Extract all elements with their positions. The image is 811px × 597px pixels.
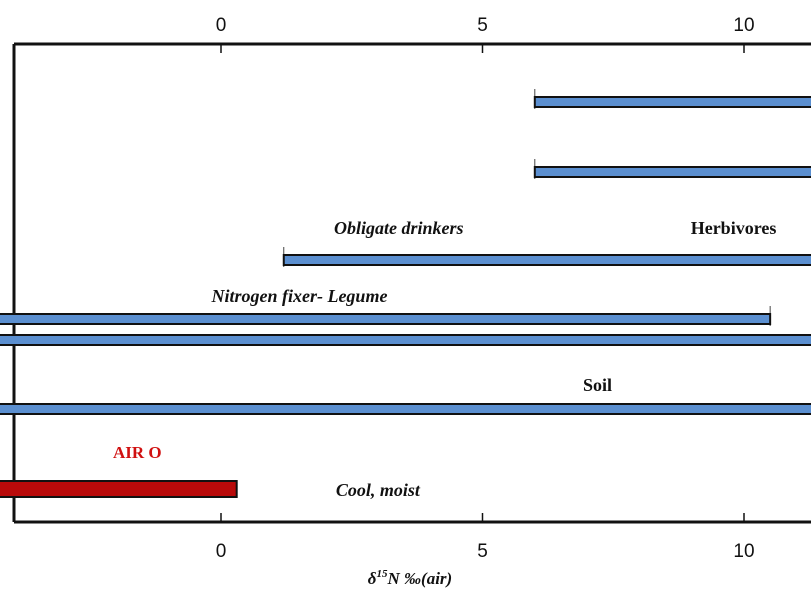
bottom-tick-label: 5 <box>477 541 488 562</box>
range-bars <box>0 89 811 415</box>
top-tick-label: 5 <box>477 15 488 36</box>
air-title: AIR O <box>113 443 162 462</box>
bar-label: Nitrogen fixer- Legume <box>210 286 387 306</box>
range-bar <box>533 166 811 178</box>
bar-labels: HumansCarnivoresObligate drinkersHerbivo… <box>210 218 777 395</box>
chart-axes: -5-50055101015152020 <box>12 15 811 562</box>
top-tick-label: 10 <box>733 15 754 36</box>
bar-label: Obligate drinkers <box>334 218 464 238</box>
climate-arrow <box>0 480 238 498</box>
range-bar <box>0 334 811 346</box>
arrow-caption: Cool, moist <box>336 480 421 500</box>
bar-label: Soil <box>583 375 612 395</box>
top-tick-label: 0 <box>216 15 227 36</box>
range-bar <box>282 254 811 266</box>
range-bar <box>0 403 811 415</box>
range-bar <box>533 96 811 108</box>
x-axis-label: δ15N ‰(air) <box>368 568 452 588</box>
range-bar <box>0 313 772 325</box>
bar-label: Herbivores <box>691 218 777 238</box>
bottom-tick-label: 10 <box>733 541 754 562</box>
bottom-tick-label: 0 <box>216 541 227 562</box>
